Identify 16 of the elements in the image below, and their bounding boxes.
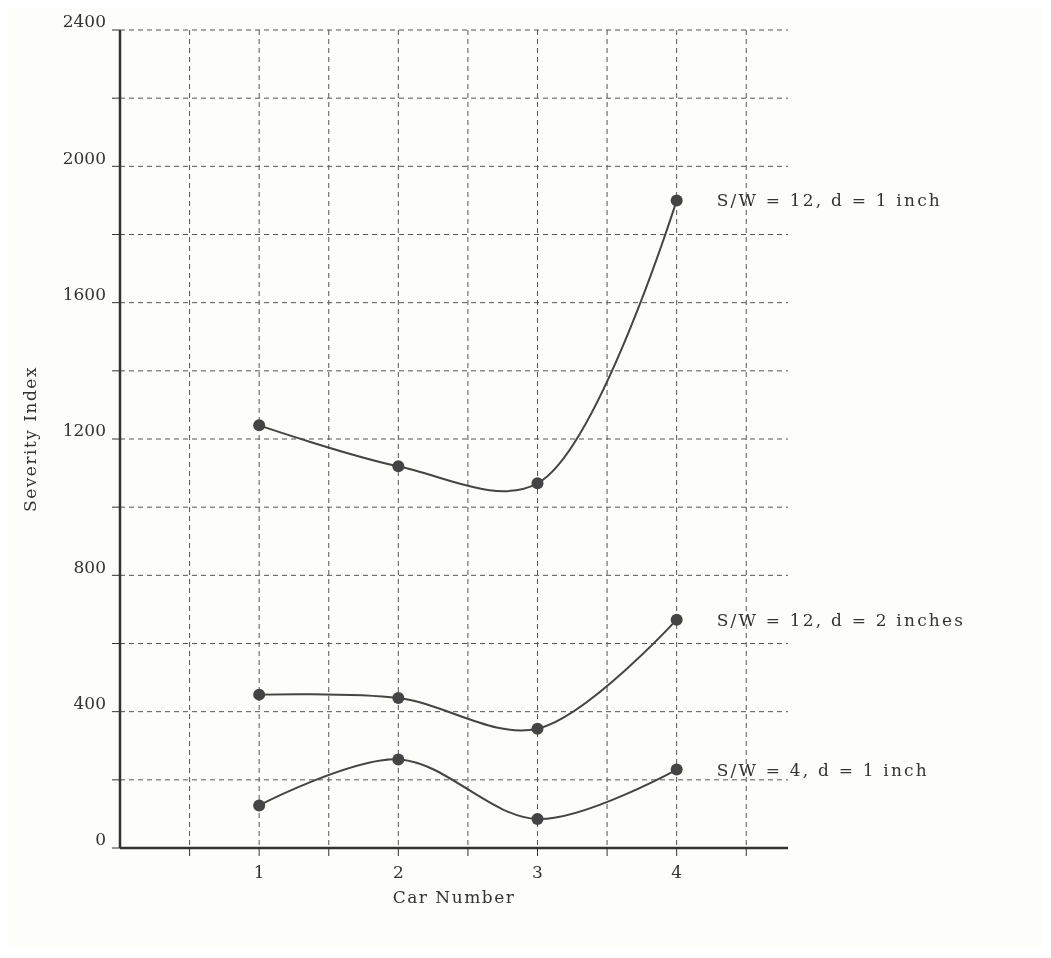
x-axis-title: Car Number xyxy=(392,887,516,907)
y-tick-label: 0 xyxy=(95,829,106,850)
x-tick-label: 4 xyxy=(671,862,683,882)
y-tick-label: 2000 xyxy=(62,147,106,168)
text: S/W = 4, d = 1 inch xyxy=(716,759,930,780)
y-tick-label: 2400 xyxy=(62,11,106,32)
text: S/W = 12, d = 1 inch xyxy=(716,190,943,211)
text: S/W = 12, d = 2 inches xyxy=(716,609,966,630)
y-tick-label: 800 xyxy=(73,556,106,577)
x-tick-label: 2 xyxy=(392,862,404,882)
y-tick-label: 1200 xyxy=(62,420,106,441)
y-tick-label: 400 xyxy=(73,693,106,714)
x-tick-label: 3 xyxy=(532,862,543,882)
x-tick-label: 1 xyxy=(253,862,265,882)
y-axis-title: Severity Index xyxy=(20,366,40,512)
y-tick-label: 1600 xyxy=(62,284,106,305)
